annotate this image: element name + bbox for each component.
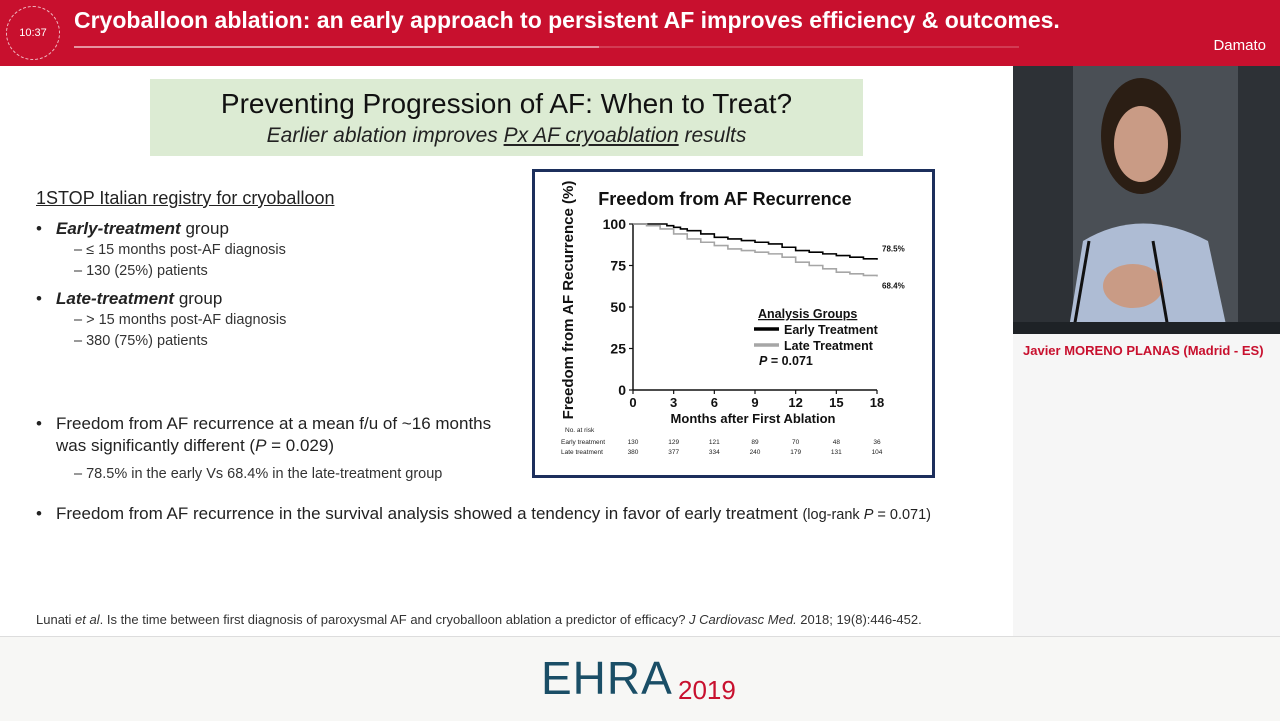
speaker-video-frame xyxy=(1013,66,1280,334)
bullet-freedom-significance: • Freedom from AF recurrence at a mean f/… xyxy=(36,414,492,455)
legend-title: Analysis Groups xyxy=(758,307,857,321)
bullet4-text: Freedom from AF recurrence in the surviv… xyxy=(56,504,803,523)
slide-title-box: Preventing Progression of AF: When to Tr… xyxy=(150,79,863,156)
slide-title: Preventing Progression of AF: When to Tr… xyxy=(220,88,793,119)
pvalue-text: = 0.071 xyxy=(767,354,813,368)
risk-value: 334 xyxy=(709,449,720,456)
late-group-label: Late-treatment xyxy=(56,289,175,308)
ehra-logo: EHRA xyxy=(541,652,673,704)
chart-y-label: Freedom from AF Recurrence (%) xyxy=(560,181,577,420)
x-tick-label: 0 xyxy=(629,395,636,410)
y-tick-label: 25 xyxy=(610,341,626,357)
progress-track xyxy=(599,46,1019,48)
x-tick-label: 9 xyxy=(751,395,758,410)
x-tick-label: 6 xyxy=(711,395,718,410)
legend-label-late: Late Treatment xyxy=(784,339,874,353)
group-suffix: group xyxy=(174,289,223,308)
bullet3-line1: Freedom from AF recurrence at a mean f/u… xyxy=(56,414,492,433)
bullet4-small: (log-rank xyxy=(802,507,864,523)
subtitle-underlined: Px AF cryoablation xyxy=(503,124,679,147)
late-sub-2: – 380 (75%) patients xyxy=(74,333,208,349)
early-group-label: Early-treatment xyxy=(56,219,181,238)
early-sub-2: – 130 (25%) patients xyxy=(74,263,208,279)
bullet-late-group: • Late-treatment group xyxy=(36,289,223,308)
x-tick-label: 18 xyxy=(870,395,884,410)
early-sub-1: – ≤ 15 months post-AF diagnosis xyxy=(74,242,286,258)
risk-value: 130 xyxy=(628,439,639,446)
chart-axes: 0 3 6 9 12 15 18 0 25 50 75 100 xyxy=(603,216,885,410)
speaker-video xyxy=(1013,66,1280,334)
group-suffix: group xyxy=(180,219,229,238)
bullet-survival-analysis: • Freedom from AF recurrence in the survi… xyxy=(36,504,932,523)
ref-part: Lunati xyxy=(36,612,76,627)
risk-value: 179 xyxy=(790,449,801,456)
p-italic: P xyxy=(255,436,267,455)
subtitle-part: Earlier ablation improves xyxy=(266,124,504,147)
y-tick-label: 75 xyxy=(610,258,626,274)
chart-x-label: Months after First Ablation xyxy=(671,411,836,426)
chart-legend: Analysis Groups Early Treatment Late Tre… xyxy=(754,307,879,368)
session-title: Cryoballoon ablation: an early approach … xyxy=(74,7,1060,33)
speaker-name: Javier MORENO PLANAS (Madrid - ES) xyxy=(1023,343,1264,358)
x-tick-label: 12 xyxy=(788,395,802,410)
legend-label-early: Early Treatment xyxy=(784,323,879,337)
risk-value: 36 xyxy=(873,439,881,446)
ref-journal: J Cardiovasc Med. xyxy=(689,612,797,627)
p-italic: P xyxy=(863,507,874,523)
km-curve-early xyxy=(633,223,878,260)
ref-part: . Is the time between first diagnosis of… xyxy=(99,612,690,627)
progress-bar xyxy=(74,46,599,48)
header-bar: 10:37 Cryoballoon ablation: an early app… xyxy=(0,0,1280,66)
bullet4-small-end: = 0.071) xyxy=(873,507,932,523)
pvalue-p: P xyxy=(759,354,768,368)
legend-pvalue: P = 0.071 xyxy=(759,354,813,368)
y-tick-label: 50 xyxy=(610,299,626,315)
registry-heading: 1STOP Italian registry for cryoballoon xyxy=(36,188,335,208)
ehra-year: 2019 xyxy=(678,675,736,705)
bullet3-line2: was significantly different ( xyxy=(56,436,256,455)
y-tick-label: 0 xyxy=(618,382,626,398)
bullet-early-group: • Early-treatment group xyxy=(36,219,229,238)
risk-value: 104 xyxy=(872,449,883,456)
risk-value: 131 xyxy=(831,449,842,456)
risk-value: 121 xyxy=(709,439,720,446)
session-clock: 10:37 xyxy=(6,6,60,60)
km-chart-svg: Freedom from AF Recurrence Freedom from … xyxy=(560,181,905,456)
risk-table: No. at risk Early treatment 130 129 121 89 70 4… xyxy=(561,427,883,456)
subtitle-part: results xyxy=(678,124,747,147)
risk-value: 48 xyxy=(833,439,841,446)
session-speaker: Damato xyxy=(1213,37,1266,54)
chart-curves: 78.5% 68.4% xyxy=(633,223,905,290)
risk-row-label: Early treatment xyxy=(561,439,605,446)
risk-value: 129 xyxy=(668,439,679,446)
ref-part: 2018; 19(8):446-452. xyxy=(796,612,922,627)
x-tick-label: 3 xyxy=(670,395,677,410)
risk-value: 89 xyxy=(751,439,759,446)
reference-citation: Lunati et al. Is the time between first … xyxy=(36,612,922,627)
late-sub-1: – > 15 months post-AF diagnosis xyxy=(74,312,287,328)
risk-value: 70 xyxy=(792,439,800,446)
risk-value: 380 xyxy=(628,449,639,456)
risk-table-header: No. at risk xyxy=(565,427,595,434)
slide-content: Preventing Progression of AF: When to Tr… xyxy=(0,66,1013,636)
chart-title: Freedom from AF Recurrence xyxy=(598,189,851,209)
risk-value: 377 xyxy=(668,449,679,456)
speaker-panel: Javier MORENO PLANAS (Madrid - ES) xyxy=(1013,66,1280,636)
ref-etal: et al xyxy=(75,612,100,627)
risk-row-label: Late treatment xyxy=(561,449,603,456)
x-tick-label: 15 xyxy=(829,395,843,410)
end-label-early: 78.5% xyxy=(882,245,905,254)
km-chart: Freedom from AF Recurrence Freedom from … xyxy=(532,169,935,478)
footer-bar: EHRA 2019 xyxy=(0,636,1280,721)
end-label-late: 68.4% xyxy=(882,281,905,290)
y-tick-label: 100 xyxy=(603,216,627,232)
slide-subtitle: Earlier ablation improves Px AF cryoabla… xyxy=(150,124,863,148)
bullet3-sub: – 78.5% in the early Vs 68.4% in the lat… xyxy=(74,466,443,482)
km-curve-late xyxy=(633,223,878,277)
bullet3-line2-end: = 0.029) xyxy=(266,436,334,455)
risk-value: 240 xyxy=(750,449,761,456)
